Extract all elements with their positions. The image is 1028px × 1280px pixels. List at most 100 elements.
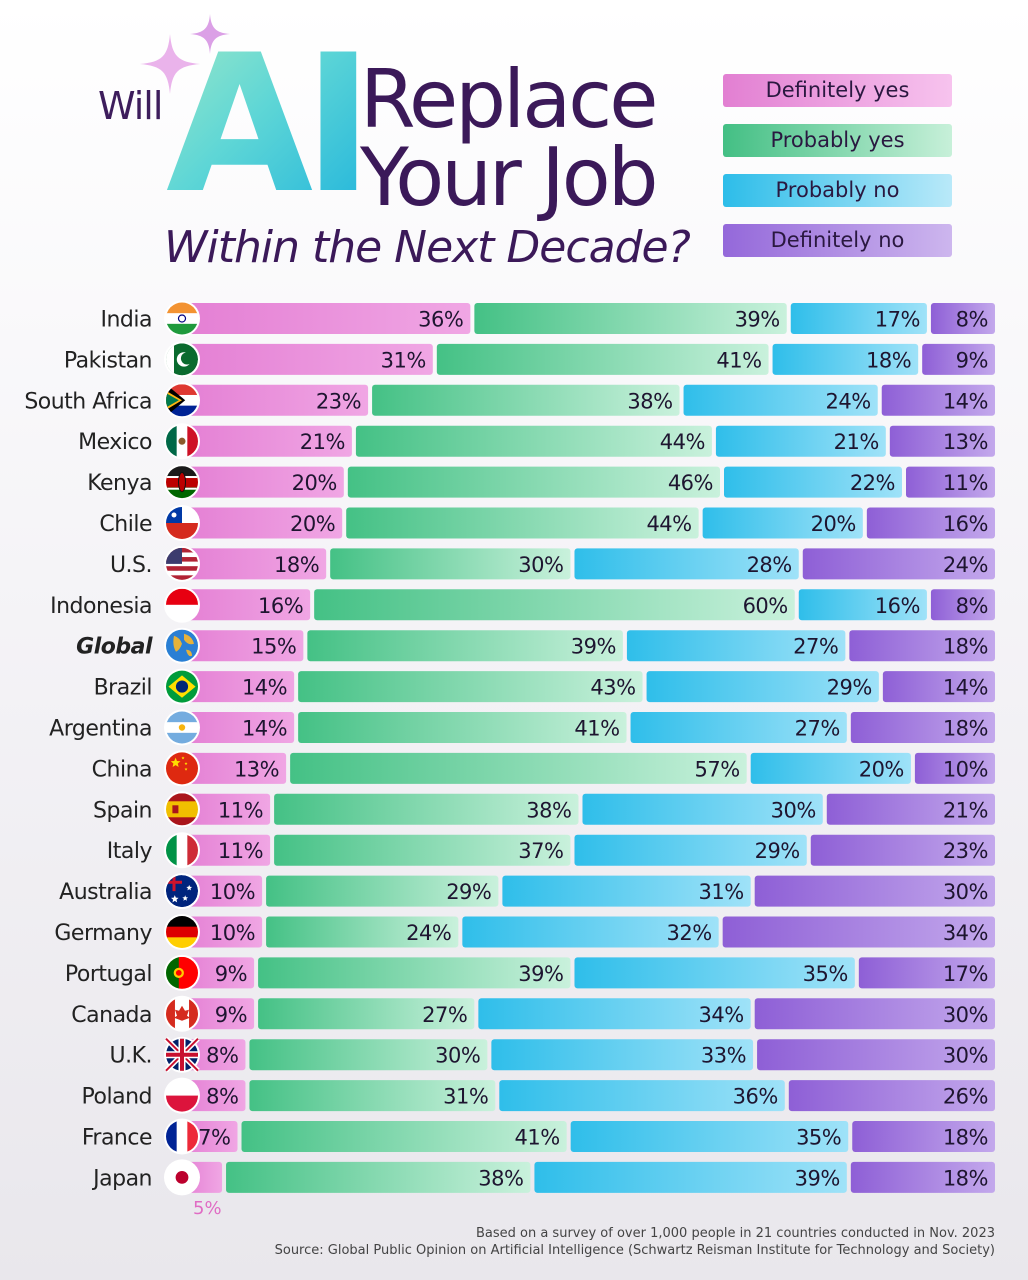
bar-probably-no	[491, 1039, 754, 1071]
bar-probably-yes	[330, 548, 571, 580]
bar-label-definitely-no: 24%	[943, 553, 988, 577]
bar-label-probably-no: 22%	[850, 471, 895, 495]
bar-definitely-no	[850, 1161, 995, 1193]
bar-probably-yes	[298, 712, 627, 743]
bar-row-japan: 38% 39% 18%	[182, 1161, 995, 1193]
bar-definitely-yes	[182, 916, 263, 948]
bar-row-brazil: 14% 43% 29% 14%	[182, 671, 995, 703]
bar-label-probably-no: 29%	[827, 676, 872, 700]
bar-definitely-yes	[182, 752, 287, 784]
bar-probably-no	[570, 1121, 849, 1152]
flag-portugal-icon	[164, 954, 200, 991]
bar-probably-no	[715, 425, 886, 457]
country-label: South Africa	[24, 389, 152, 414]
flag-argentina-icon	[164, 709, 200, 746]
bar-row-australia: 10% 29% 31% 30%	[182, 875, 995, 907]
bar-definitely-yes	[182, 834, 271, 866]
country-label: Brazil	[94, 676, 152, 701]
country-label: Germany	[54, 921, 152, 946]
bar-label-probably-yes: 29%	[446, 880, 491, 904]
bar-label-definitely-yes: 13%	[234, 757, 279, 781]
bar-probably-yes	[258, 957, 571, 989]
bar-definitely-yes	[182, 875, 263, 907]
bar-row-u-s-: 18% 30% 28% 24%	[182, 548, 995, 580]
bar-label-probably-yes: 38%	[526, 798, 571, 822]
bar-label-probably-no: 31%	[699, 880, 744, 904]
bar-probably-no	[478, 998, 751, 1030]
bar-definitely-no	[889, 425, 995, 457]
flag-spain-icon	[164, 791, 200, 828]
bar-label-probably-yes: 44%	[660, 430, 705, 454]
bar-probably-yes	[258, 998, 475, 1030]
bar-label-probably-no: 29%	[755, 839, 800, 863]
bar-definitely-no	[852, 1121, 995, 1152]
bar-definitely-no	[802, 548, 995, 580]
country-label: Portugal	[65, 962, 152, 987]
bar-probably-no	[750, 752, 911, 784]
bar-label-probably-no: 34%	[699, 1003, 744, 1027]
bar-definitely-no	[757, 1039, 995, 1071]
footnote-survey: Based on a survey of over 1,000 people i…	[475, 1226, 995, 1241]
flag-brazil-icon	[164, 668, 200, 705]
bar-label-probably-no: 33%	[701, 1044, 746, 1068]
bar-definitely-no	[858, 957, 995, 989]
bar-label-definitely-yes: 9%	[215, 1003, 247, 1027]
sparkle-icon	[140, 34, 200, 94]
bar-label-definitely-no: 30%	[943, 880, 988, 904]
flag-poland-icon	[164, 1077, 200, 1114]
flag-italy-icon	[164, 832, 200, 869]
bar-row-france: 7% 41% 35% 18%	[182, 1121, 995, 1152]
bar-label-probably-yes: 41%	[716, 348, 761, 372]
bar-label-probably-yes: 41%	[514, 1126, 559, 1150]
legend-definitely-yes: Definitely yes	[723, 74, 952, 107]
bar-label-definitely-no: 17%	[943, 962, 988, 986]
flag-indonesia-icon	[164, 586, 200, 623]
bar-definitely-yes	[182, 303, 471, 334]
bar-label-definitely-no: 14%	[943, 676, 988, 700]
country-label: Pakistan	[64, 348, 152, 373]
bar-label-probably-no: 35%	[803, 962, 848, 986]
bar-label-probably-yes: 60%	[743, 594, 788, 618]
bar-label-probably-yes: 46%	[668, 471, 713, 495]
country-label: Argentina	[49, 717, 152, 742]
bar-probably-no	[683, 384, 878, 416]
bar-probably-yes	[314, 589, 795, 621]
bar-label-definitely-no: 21%	[943, 798, 988, 822]
country-label: China	[92, 757, 152, 782]
country-label: Japan	[91, 1166, 152, 1191]
bar-row-chile: 20% 44% 20% 16%	[182, 507, 995, 539]
bar-label-probably-no: 18%	[866, 348, 911, 372]
title-ai: AI	[166, 14, 374, 235]
bar-probably-yes	[290, 752, 747, 784]
footnote-source: Source: Global Public Opinion on Artific…	[274, 1243, 995, 1258]
bar-probably-yes	[274, 834, 571, 866]
bar-probably-no	[499, 1080, 785, 1112]
bar-definitely-no	[826, 793, 995, 825]
bar-row-italy: 11% 37% 29% 23%	[182, 834, 995, 866]
bar-probably-yes	[347, 466, 720, 498]
country-label: Canada	[71, 1003, 152, 1028]
title-line-1: Replace	[360, 53, 658, 146]
bar-label-definitely-no: 26%	[943, 1085, 988, 1109]
bar-label-definitely-no: 18%	[943, 635, 988, 659]
bar-probably-yes	[474, 303, 787, 334]
bar-label-definitely-no: 34%	[943, 921, 988, 945]
bar-label-definitely-yes: 20%	[292, 471, 337, 495]
bar-label-probably-no: 30%	[771, 798, 816, 822]
country-label: Chile	[99, 512, 152, 537]
bar-label-definitely-yes: 8%	[206, 1085, 238, 1109]
bar-label-definitely-no: 18%	[943, 1126, 988, 1150]
bar-label-definitely-yes: 23%	[316, 389, 361, 413]
bar-definitely-yes	[182, 671, 295, 703]
bar-definitely-no	[930, 303, 995, 334]
bar-row-u-k-: 8% 30% 33% 30%	[182, 1039, 995, 1071]
bar-definitely-no	[850, 712, 995, 743]
bar-probably-yes	[266, 916, 459, 948]
bar-probably-yes	[298, 671, 643, 703]
flag-canada-icon	[164, 995, 200, 1032]
bar-row-germany: 10% 24% 32% 34%	[182, 916, 995, 948]
bar-label-definitely-yes: 18%	[274, 553, 319, 577]
bar-definitely-no	[930, 589, 995, 621]
bar-definitely-yes	[182, 425, 352, 457]
flag-mexico-icon	[164, 423, 200, 460]
